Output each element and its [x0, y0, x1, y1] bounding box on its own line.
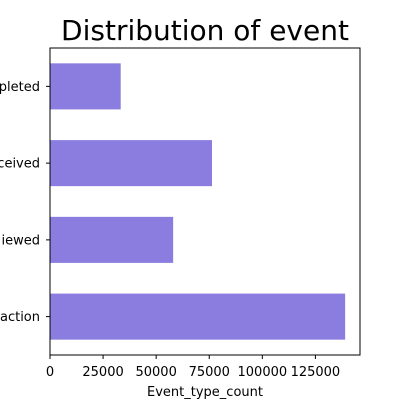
bar-received — [50, 140, 212, 186]
bar-completed — [50, 63, 121, 109]
x-axis-label: Event_type_count — [147, 385, 263, 400]
x-tick-label: 100000 — [238, 365, 288, 380]
chart-title: Distribution of event — [61, 14, 349, 47]
y-tick-label: ceived — [0, 157, 40, 172]
bars-group — [50, 63, 345, 339]
x-tick-label: 50000 — [135, 365, 176, 380]
y-tick-label: action — [0, 310, 40, 325]
x-tick-label: 25000 — [82, 365, 123, 380]
x-ticks-group: 0 25000 50000 75000 100000 125000 — [46, 355, 340, 380]
bar-transaction — [50, 294, 345, 340]
x-tick-label: 125000 — [291, 365, 341, 380]
x-tick-label: 75000 — [189, 365, 230, 380]
y-tick-label: iewed — [2, 233, 41, 248]
bar-viewed — [50, 217, 173, 263]
x-tick-label: 0 — [46, 365, 54, 380]
y-ticks-group: action iewed ceived pleted — [0, 80, 50, 325]
y-tick-label: pleted — [0, 80, 40, 95]
